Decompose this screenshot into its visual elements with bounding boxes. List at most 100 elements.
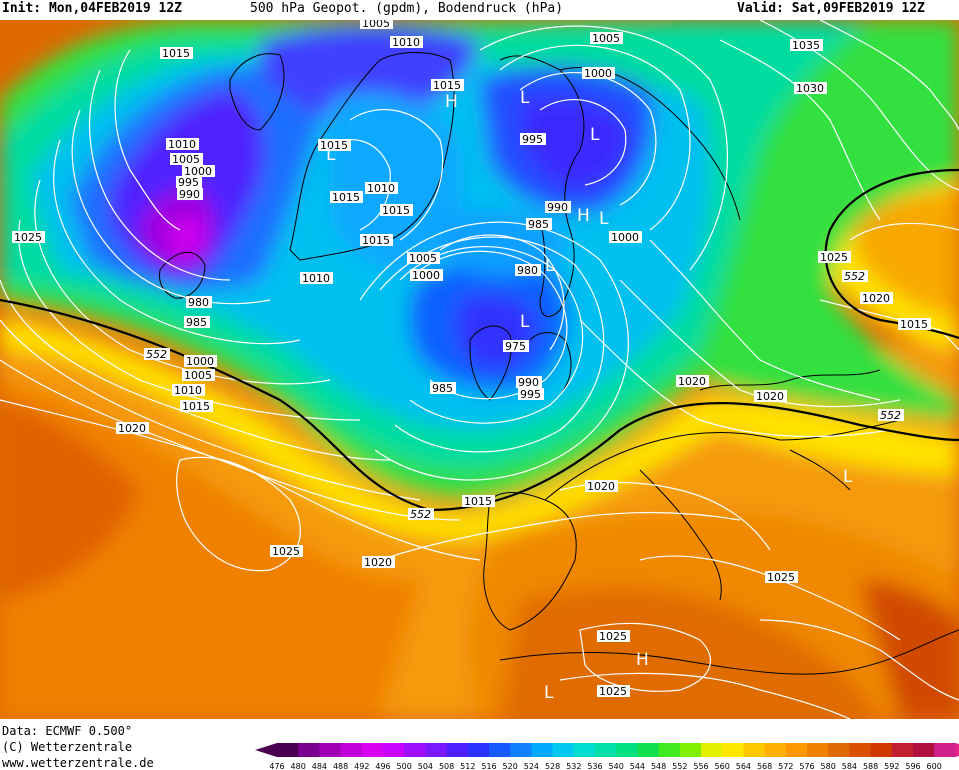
contour-label: 552	[842, 270, 868, 283]
svg-text:1005: 1005	[592, 32, 620, 45]
data-source: Data: ECMWF 0.500°	[2, 724, 133, 738]
isobar-label: 1010	[166, 138, 199, 151]
website-url: www.wetterzentrale.de	[2, 756, 154, 770]
isobar-label: 1025	[597, 630, 630, 643]
svg-text:1015: 1015	[900, 318, 928, 331]
isobar-label: 1020	[676, 375, 709, 388]
svg-text:1005: 1005	[362, 20, 390, 30]
contour-label: 552	[408, 508, 434, 521]
scale-swatch	[870, 743, 893, 757]
isobar-label: 1015	[330, 191, 363, 204]
isobar-label: 1015	[180, 400, 213, 413]
svg-text:1010: 1010	[302, 272, 330, 285]
svg-text:980: 980	[188, 296, 209, 309]
scale-swatch	[785, 743, 808, 757]
isobar-label: 1010	[300, 272, 333, 285]
svg-text:1015: 1015	[182, 400, 210, 413]
contour-labels: 552 552 552 552	[144, 270, 904, 521]
isobar-label: 1020	[754, 390, 787, 403]
scale-tick-label: 512	[460, 762, 475, 770]
isobar-label: 1000	[582, 67, 615, 80]
svg-text:995: 995	[178, 176, 199, 189]
scale-swatch	[891, 743, 914, 757]
svg-text:1025: 1025	[820, 251, 848, 264]
scale-tick-label: 544	[630, 762, 645, 770]
scale-tick-label: 496	[375, 762, 390, 770]
svg-text:1015: 1015	[464, 495, 492, 508]
isobar-label: 985	[526, 218, 552, 231]
scale-swatch	[510, 743, 532, 757]
svg-text:552: 552	[146, 348, 167, 361]
scale-swatch	[849, 743, 872, 757]
svg-text:552: 552	[844, 270, 865, 283]
scale-tick-label: 508	[439, 762, 454, 770]
scale-swatch	[319, 743, 342, 757]
scale-swatch	[701, 743, 723, 757]
isobar-label: 1005	[407, 252, 440, 265]
isobar-label: 1020	[362, 556, 395, 569]
isobar-label: 990	[177, 188, 203, 201]
scale-arrow-left	[255, 743, 277, 757]
svg-text:1015: 1015	[382, 204, 410, 217]
svg-text:990: 990	[547, 201, 568, 214]
svg-text:1005: 1005	[184, 369, 212, 382]
scale-tick-label: 580	[821, 762, 836, 770]
isobar-label: 995	[176, 176, 202, 189]
svg-text:1020: 1020	[756, 390, 784, 403]
color-scale: 476 480 484 488 492 496 500 504 508 512 516 520 524 5…	[255, 743, 959, 770]
scale-tick-label: 600	[927, 762, 942, 770]
svg-text:995: 995	[520, 388, 541, 401]
scale-swatch	[383, 743, 405, 757]
svg-text:990: 990	[518, 376, 539, 389]
isobar-label: 1025	[597, 685, 630, 698]
scale-tick-label: 520	[503, 762, 518, 770]
scale-swatch	[913, 743, 935, 757]
scale-tick-label: 504	[418, 762, 433, 770]
isobar-label: 1030	[794, 82, 827, 95]
scale-tick-label: 572	[778, 762, 793, 770]
map-title: 500 hPa Geopot. (gpdm), Bodendruck (hPa)	[250, 1, 564, 16]
isobar-label: 980	[515, 264, 541, 277]
scale-tick-label: 540	[609, 762, 624, 770]
svg-text:1000: 1000	[611, 231, 639, 244]
scale-swatch	[722, 743, 744, 757]
scale-tick-label: 532	[566, 762, 581, 770]
low-marker: L	[590, 125, 600, 145]
low-marker: L	[326, 145, 336, 165]
svg-text:1010: 1010	[367, 182, 395, 195]
isobar-label: 1000	[182, 165, 215, 178]
low-marker: L	[843, 467, 853, 487]
pressure-centers: H H H L L L L L L L L	[326, 88, 853, 703]
svg-text:1025: 1025	[599, 630, 627, 643]
low-marker: L	[520, 312, 530, 332]
svg-text:1015: 1015	[362, 234, 390, 247]
scale-swatch	[743, 743, 766, 757]
isobars	[0, 20, 959, 719]
isobar-label: 995	[518, 388, 544, 401]
scale-swatch	[573, 743, 596, 757]
scale-tick-label: 564	[736, 762, 751, 770]
low-marker: L	[544, 683, 554, 703]
scale-tick-label: 584	[842, 762, 857, 770]
high-marker: H	[445, 92, 458, 112]
isobar-label: 1015	[431, 79, 464, 92]
isobar-label: 1025	[818, 251, 851, 264]
isobar-label: 1015	[160, 47, 193, 60]
chart-header: Init: Mon,04FEB2019 12Z 500 hPa Geopot. …	[0, 0, 959, 20]
svg-text:985: 985	[186, 316, 207, 329]
scale-tick-label: 524	[524, 762, 539, 770]
isobar-label: 1005	[170, 153, 203, 166]
isobar-label: 1025	[765, 571, 798, 584]
svg-text:1005: 1005	[172, 153, 200, 166]
svg-text:1015: 1015	[332, 191, 360, 204]
svg-text:1035: 1035	[792, 39, 820, 52]
isobar-labels: 1015 1005 1010 1005 1035 1015 1000 1030 …	[12, 20, 931, 698]
isobar-label: 1015	[898, 318, 931, 331]
isobar-label: 1010	[390, 36, 423, 49]
init-time: Init: Mon,04FEB2019 12Z	[2, 1, 183, 16]
isobar-label: 985	[184, 316, 210, 329]
scale-swatch	[425, 743, 448, 757]
scale-ticks: 476 480 484 488 492 496 500 504 508 512 516 520 524 5…	[269, 762, 941, 770]
isobar-label: 990	[545, 201, 571, 214]
scale-swatch	[934, 743, 956, 757]
